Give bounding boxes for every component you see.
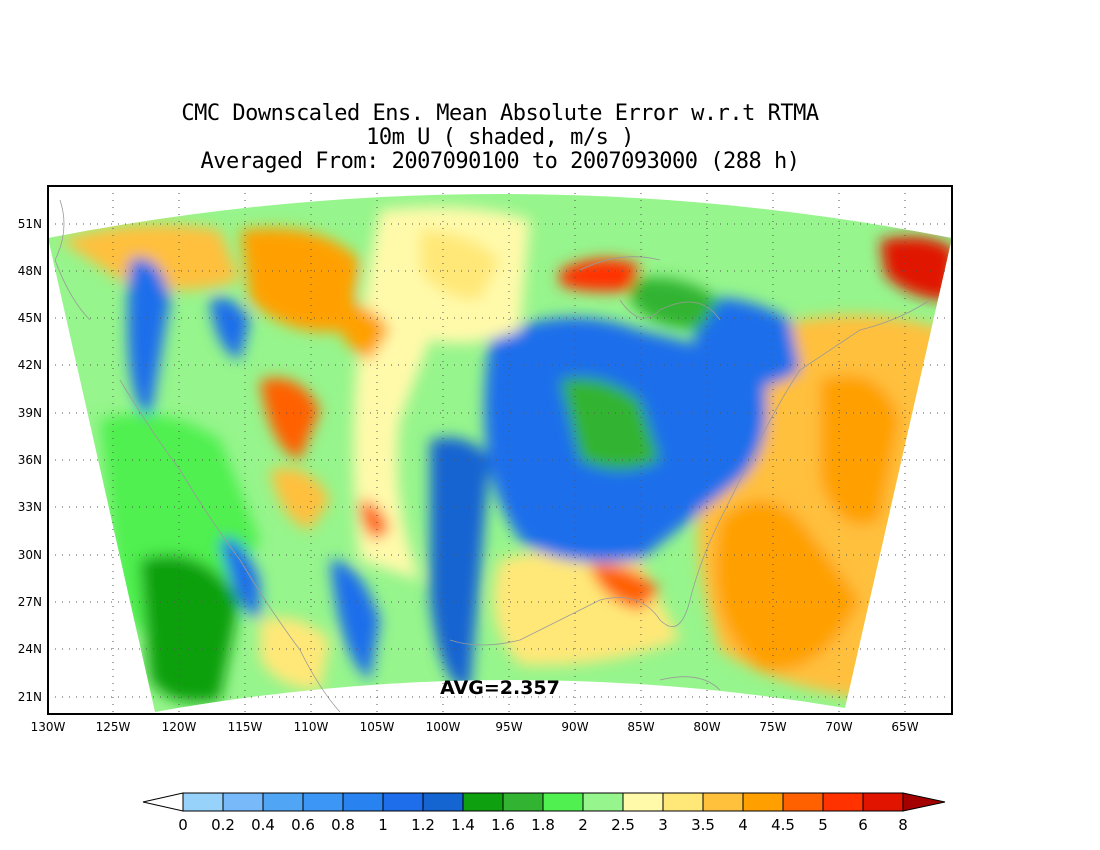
colorbar-label: 3 bbox=[658, 816, 668, 834]
colorbar-label: 5 bbox=[818, 816, 828, 834]
lon-label: 115W bbox=[228, 720, 263, 734]
lon-label: 70W bbox=[825, 720, 852, 734]
lon-label: 65W bbox=[891, 720, 918, 734]
lat-label: 45N bbox=[18, 311, 42, 325]
colorbar-swatch bbox=[622, 792, 664, 812]
colorbar-label: 0 bbox=[178, 816, 188, 834]
colorbar-label: 0.2 bbox=[211, 816, 235, 834]
colorbar-high-arrow bbox=[902, 792, 946, 812]
colorbar-label: 3.5 bbox=[691, 816, 715, 834]
colorbar-label: 0.6 bbox=[291, 816, 315, 834]
lon-label: 85W bbox=[627, 720, 654, 734]
colorbar-label: 1.4 bbox=[451, 816, 475, 834]
map-title: CMC Downscaled Ens. Mean Absolute Error … bbox=[0, 102, 1000, 174]
colorbar-swatch bbox=[502, 792, 544, 812]
colorbar-swatch bbox=[582, 792, 624, 812]
lat-label: 39N bbox=[18, 406, 42, 420]
lat-label: 21N bbox=[18, 690, 42, 704]
lon-label: 90W bbox=[561, 720, 588, 734]
colorbar-swatch bbox=[782, 792, 824, 812]
colorbar-swatch bbox=[462, 792, 504, 812]
colorbar-label: 1.6 bbox=[491, 816, 515, 834]
colorbar-label: 4.5 bbox=[771, 816, 795, 834]
lon-label: 95W bbox=[495, 720, 522, 734]
lat-label: 30N bbox=[18, 548, 42, 562]
colorbar-swatch bbox=[822, 792, 864, 812]
lat-label: 42N bbox=[18, 358, 42, 372]
lon-label: 130W bbox=[31, 720, 66, 734]
colorbar-label: 1 bbox=[378, 816, 388, 834]
lat-label: 27N bbox=[18, 595, 42, 609]
colorbar-label: 0.4 bbox=[251, 816, 275, 834]
colorbar-label: 6 bbox=[858, 816, 868, 834]
colorbar-swatch bbox=[542, 792, 584, 812]
title-line-1: CMC Downscaled Ens. Mean Absolute Error … bbox=[181, 101, 819, 126]
lat-label: 51N bbox=[18, 217, 42, 231]
map-frame bbox=[47, 185, 953, 715]
title-line-2: 10m U ( shaded, m/s ) bbox=[366, 125, 634, 150]
lon-label: 110W bbox=[294, 720, 329, 734]
title-line-3: Averaged From: 2007090100 to 2007093000 … bbox=[200, 149, 800, 174]
colorbar-label: 2.5 bbox=[611, 816, 635, 834]
lon-label: 100W bbox=[426, 720, 461, 734]
colorbar-labels: 0 0.2 0.4 0.6 0.8 1 1.2 1.4 1.6 1.8 2 2.5 3 3.5 4 4.5 5 6… bbox=[178, 816, 908, 834]
colorbar-label: 2 bbox=[578, 816, 588, 834]
lat-label: 33N bbox=[18, 500, 42, 514]
colorbar-swatch bbox=[302, 792, 344, 812]
lon-label: 80W bbox=[693, 720, 720, 734]
colorbar-label: 4 bbox=[738, 816, 748, 834]
colorbar-label: 1.2 bbox=[411, 816, 435, 834]
colorbar-swatch bbox=[342, 792, 384, 812]
colorbar-low-arrow bbox=[142, 792, 184, 812]
colorbar-swatch bbox=[862, 792, 904, 812]
colorbar-label: 1.8 bbox=[531, 816, 555, 834]
lat-label: 24N bbox=[18, 642, 42, 656]
lon-axis: 130W 125W 120W 115W 110W 105W 100W 95W 9… bbox=[31, 720, 919, 734]
colorbar-label: 0.8 bbox=[331, 816, 355, 834]
lat-axis: 51N 48N 45N 42N 39N 36N 33N 30N 27N 24N … bbox=[18, 217, 42, 704]
lat-label: 48N bbox=[18, 264, 42, 278]
lon-label: 105W bbox=[360, 720, 395, 734]
colorbar-swatch bbox=[182, 792, 224, 812]
lon-label: 125W bbox=[96, 720, 131, 734]
colorbar-swatch bbox=[662, 792, 704, 812]
colorbar-label: 8 bbox=[898, 816, 908, 834]
colorbar: 0 0.2 0.4 0.6 0.8 1 1.2 1.4 1.6 1.8 2 2.5 3 3.5 4 4.5 5 6… bbox=[142, 792, 946, 834]
lon-label: 120W bbox=[162, 720, 197, 734]
error-field bbox=[48, 194, 952, 712]
coastlines bbox=[54, 199, 931, 713]
colorbar-swatch bbox=[702, 792, 744, 812]
colorbar-swatch bbox=[222, 792, 264, 812]
colorbar-swatches bbox=[182, 792, 904, 812]
colorbar-swatch bbox=[742, 792, 784, 812]
lat-label: 36N bbox=[18, 453, 42, 467]
average-label: AVG=2.357 bbox=[440, 677, 560, 699]
lon-label: 75W bbox=[759, 720, 786, 734]
colorbar-swatch bbox=[262, 792, 304, 812]
map-area bbox=[48, 186, 952, 714]
colorbar-swatch bbox=[422, 792, 464, 812]
colorbar-swatch bbox=[382, 792, 424, 812]
